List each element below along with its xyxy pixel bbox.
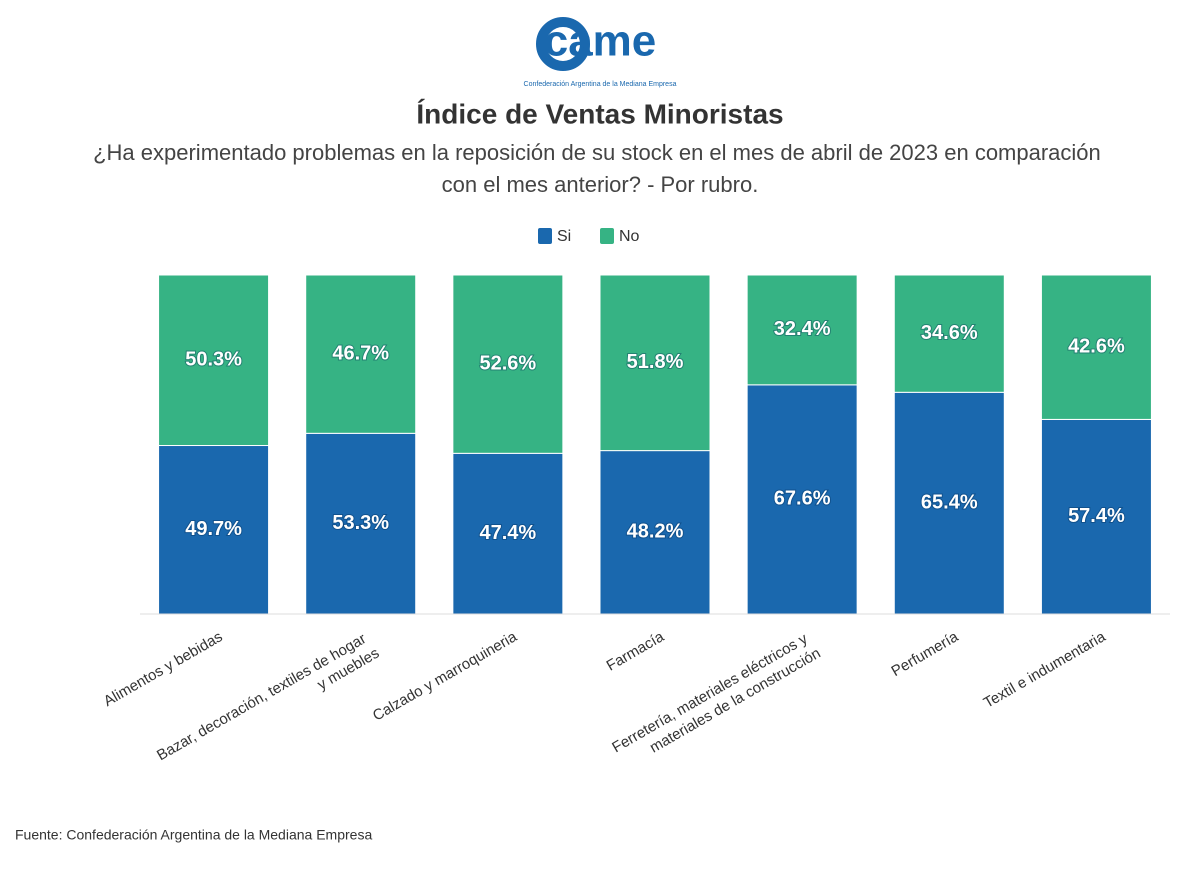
bar-segment	[452, 274, 564, 454]
value-label: 65.4%	[921, 491, 978, 513]
bar-segment	[893, 274, 1005, 393]
bar-segment	[1040, 274, 1152, 420]
value-label: 57.4%	[1068, 505, 1125, 527]
logo-ring	[536, 17, 590, 71]
logo-tagline: Confederación Argentina de la Mediana Em…	[524, 81, 677, 88]
x-tick-label: Calzado y marroquineria	[370, 628, 521, 725]
bar-segment	[746, 274, 858, 386]
bar-segment	[893, 391, 1005, 615]
legend-swatch	[538, 228, 552, 244]
value-label: 50.3%	[185, 349, 242, 371]
value-label: 51.8%	[627, 351, 684, 373]
value-label: 48.2%	[627, 521, 684, 543]
legend-label: No	[619, 228, 640, 245]
value-label: 49.7%	[185, 518, 242, 540]
value-label: 32.4%	[774, 318, 831, 340]
bar-segment	[599, 450, 711, 615]
value-label: 42.6%	[1068, 335, 1125, 357]
x-tick-label: Alimentos y bebidas	[101, 628, 226, 710]
bar-segment	[158, 274, 270, 447]
x-tick-label: Textil e indumentaria	[981, 628, 1109, 712]
bar-segment	[746, 384, 858, 615]
x-tick-label: Farmacía	[604, 628, 668, 675]
bar-segment	[599, 274, 711, 452]
value-label: 53.3%	[332, 512, 389, 534]
legend-swatch	[600, 228, 614, 244]
legend-label: Si	[557, 228, 571, 245]
value-label: 46.7%	[332, 342, 389, 364]
bar-segment	[305, 274, 417, 434]
value-label: 34.6%	[921, 322, 978, 344]
logo-text: came	[544, 17, 657, 66]
value-label: 52.6%	[479, 352, 536, 374]
x-tick-label: Perfumería	[889, 628, 962, 680]
source: Fuente: Confederación Argentina de la Me…	[15, 827, 372, 843]
value-label: 67.6%	[774, 488, 831, 510]
chart-title: Índice de Ventas Minoristas	[416, 98, 783, 129]
value-label: 47.4%	[479, 522, 536, 544]
bar-segment	[1040, 418, 1152, 615]
chart-subtitle: ¿Ha experimentado problemas en la reposi…	[93, 140, 1107, 197]
